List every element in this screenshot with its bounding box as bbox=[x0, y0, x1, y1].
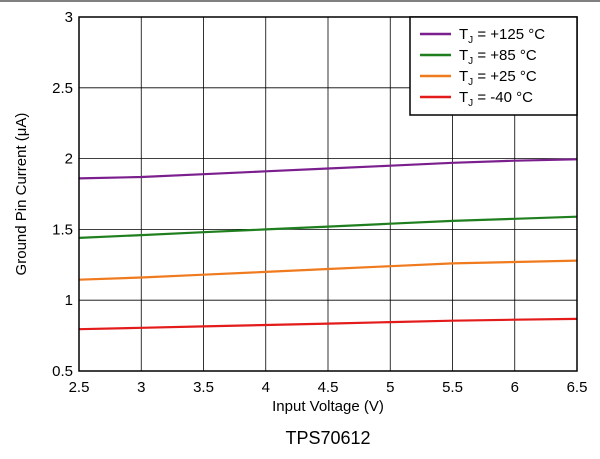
y-tick-label-2: 1.5 bbox=[52, 221, 73, 238]
y-tick-label-0: 0.5 bbox=[52, 363, 73, 380]
y-tick-label-5: 3 bbox=[65, 9, 73, 26]
x-axis-label: Input Voltage (V) bbox=[272, 398, 384, 415]
series-line-0 bbox=[78, 158, 578, 180]
x-tick-labels: 2.5 3 3.5 4 4.5 5 5.5 6 6.5 bbox=[69, 379, 588, 396]
x-tick-label-1: 3 bbox=[137, 379, 145, 396]
x-tick-label-2: 3.5 bbox=[193, 379, 214, 396]
legend-label-0: TJ = +125 °C bbox=[459, 26, 545, 46]
series-line-3 bbox=[78, 317, 578, 331]
plot-frame bbox=[78, 16, 578, 372]
y-tick-label-3: 2 bbox=[65, 151, 73, 168]
x-tick-label-5: 5 bbox=[386, 379, 394, 396]
x-tick-label-7: 6 bbox=[511, 379, 519, 396]
legend-label-1: TJ = +85 °C bbox=[459, 47, 537, 67]
series-line-1 bbox=[78, 215, 578, 239]
x-tick-label-0: 2.5 bbox=[69, 379, 90, 396]
series-layer bbox=[78, 158, 578, 331]
x-tick-label-3: 4 bbox=[262, 379, 270, 396]
y-tick-labels: 0.5 1 1.5 2 2.5 3 bbox=[52, 9, 73, 380]
legend-label-2: TJ = +25 °C bbox=[459, 68, 537, 88]
legend: TJ = +125 °CTJ = +85 °CTJ = +25 °CTJ = -… bbox=[409, 16, 578, 116]
y-axis-label: Ground Pin Current (μA) bbox=[13, 113, 30, 276]
legend-label-3: TJ = -40 °C bbox=[459, 89, 533, 109]
x-tick-label-6: 5.5 bbox=[442, 379, 463, 396]
y-tick-label-1: 1 bbox=[65, 292, 73, 309]
chart-caption: TPS70612 bbox=[285, 428, 370, 448]
y-tick-label-4: 2.5 bbox=[52, 80, 73, 97]
series-line-2 bbox=[78, 259, 578, 281]
x-tick-label-8: 6.5 bbox=[567, 379, 588, 396]
x-tick-label-4: 4.5 bbox=[318, 379, 339, 396]
